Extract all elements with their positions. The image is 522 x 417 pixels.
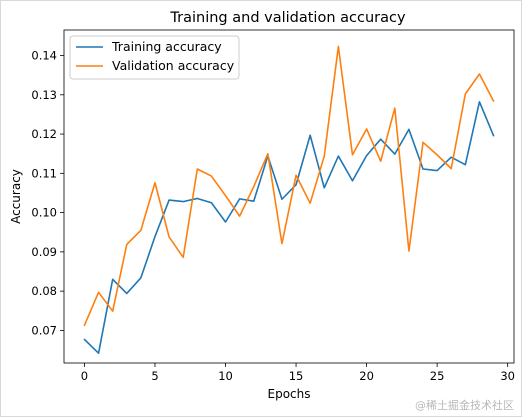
legend-label-training: Training accuracy [111, 39, 222, 54]
series-line-validation [83, 45, 495, 327]
legend: Training accuracy Validation accuracy [69, 35, 240, 80]
x-tick-label: 15 [289, 369, 304, 383]
y-tick-label: 0.10 [31, 206, 57, 220]
y-axis-label: Accuracy [9, 169, 23, 224]
y-tick-label: 0.13 [31, 88, 57, 102]
x-tick-label: 10 [218, 369, 233, 383]
legend-label-validation: Validation accuracy [112, 58, 235, 73]
x-tick-label: 25 [430, 369, 445, 383]
series-line-training [83, 101, 495, 354]
x-axis-label: Epochs [268, 387, 311, 401]
y-tick-label: 0.08 [31, 284, 57, 298]
chart-title: Training and validation accuracy [169, 10, 406, 26]
watermark-text: @稀土掘金技术社区 [415, 399, 514, 412]
y-tick-label: 0.14 [31, 49, 57, 63]
y-tick-label: 0.11 [31, 166, 57, 180]
series-layer [83, 45, 495, 354]
x-axis-ticks: 0 5 10 15 20 25 30 [81, 363, 515, 383]
legend-box [69, 35, 240, 80]
y-tick-label: 0.09 [31, 245, 57, 259]
x-tick-label: 30 [500, 369, 515, 383]
y-tick-label: 0.07 [31, 323, 57, 337]
x-tick-label: 0 [81, 369, 88, 383]
x-tick-label: 20 [359, 369, 374, 383]
y-tick-label: 0.12 [31, 127, 57, 141]
y-axis-ticks: 0.07 0.08 0.09 0.10 0.11 0.12 0.13 0.14 [31, 49, 64, 337]
x-tick-label: 5 [151, 369, 158, 383]
plot-area [63, 29, 515, 364]
